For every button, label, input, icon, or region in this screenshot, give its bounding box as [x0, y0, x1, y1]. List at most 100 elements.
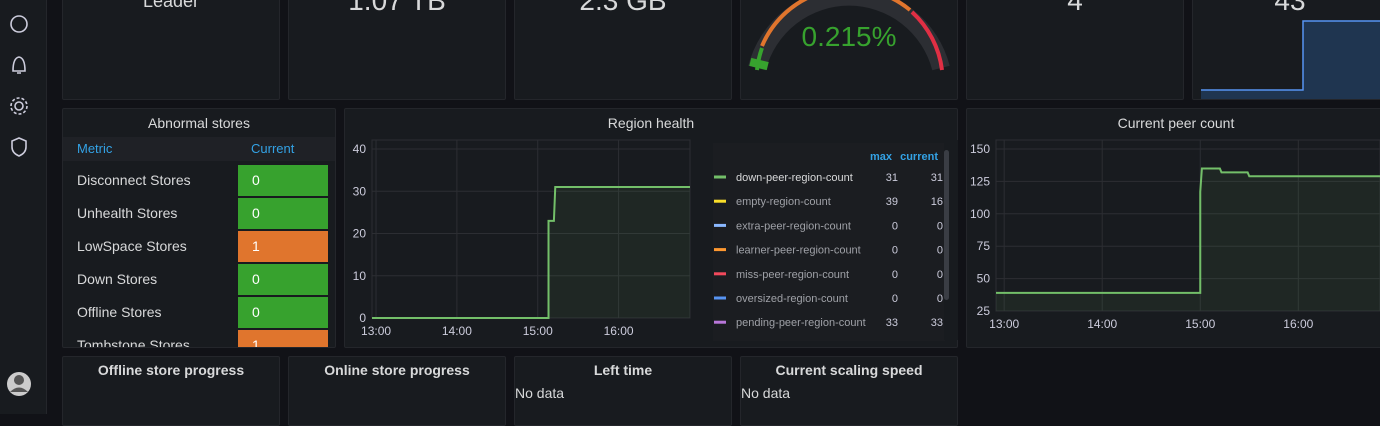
y-tick-label: 75: [977, 239, 991, 253]
stat-value: Leader: [142, 0, 200, 11]
series-line: [996, 167, 1380, 294]
x-tick-label: 14:00: [442, 324, 472, 338]
metric-name: Unhealth Stores: [77, 205, 178, 221]
y-tick-label: 50: [977, 272, 991, 286]
legend-header: current: [900, 151, 938, 163]
column-header[interactable]: Current: [251, 141, 295, 156]
legend-name: learner-peer-region-count: [736, 245, 861, 257]
alert-icon[interactable]: [12, 56, 26, 74]
stat-panel: 1.07 TB: [288, 0, 506, 100]
legend-max: 33: [886, 317, 898, 329]
series-line: [372, 186, 690, 319]
stat-panel: 2.3 GB: [514, 0, 732, 100]
panel-title[interactable]: Left time: [593, 362, 653, 378]
legend-name: empty-region-count: [736, 196, 831, 208]
legend-swatch: [714, 199, 726, 203]
x-tick-label: 13:00: [361, 324, 391, 338]
legend-name: down-peer-region-count: [736, 172, 853, 184]
gauge: [748, 0, 950, 71]
abnormal-stores-panel: Abnormal stores Metric Current Disconnec…: [62, 108, 336, 348]
table-header: [63, 137, 335, 161]
legend-max: 39: [886, 196, 898, 208]
legend-max: 0: [892, 220, 898, 232]
line-area: [996, 168, 1380, 311]
stat-value: 4: [1067, 0, 1083, 16]
metric-name: LowSpace Stores: [77, 238, 187, 254]
legend-name: pending-peer-region-count: [736, 317, 866, 329]
stat-value: 2.3 GB: [579, 0, 667, 16]
panel-title[interactable]: Abnormal stores: [148, 115, 250, 131]
stat-value: 43: [1274, 0, 1306, 16]
column-header[interactable]: Metric: [77, 141, 113, 156]
metric-name: Offline Stores: [77, 304, 162, 320]
sidebar-icons: [7, 15, 31, 396]
legend-current: 33: [931, 317, 943, 329]
legend-name: miss-peer-region-count: [736, 269, 849, 281]
status-cell: 0: [238, 198, 328, 229]
legend-swatch: [714, 320, 726, 324]
no-data: No data: [515, 385, 565, 401]
status-value: 1: [252, 337, 260, 348]
status-value: 1: [252, 238, 260, 254]
stat-panel: 0.215%: [740, 0, 958, 100]
line-area: [372, 187, 690, 318]
y-tick-label: 30: [353, 184, 367, 198]
legend-swatch: [714, 175, 726, 179]
legend-current: 16: [931, 196, 943, 208]
x-tick-label: 16:00: [1283, 317, 1313, 331]
panel-title[interactable]: Region health: [607, 115, 695, 131]
status-cell: 0: [238, 165, 328, 196]
legend-swatch: [714, 248, 726, 252]
legend-swatch: [714, 223, 726, 227]
legend-current: 0: [937, 293, 943, 305]
no-data: No data: [741, 385, 791, 401]
shield-icon[interactable]: [11, 137, 27, 157]
status-cell: 0: [238, 297, 328, 328]
y-tick-label: 100: [970, 207, 990, 221]
legend-swatch: [714, 296, 726, 300]
stat-value: 0.215%: [801, 21, 897, 52]
legend-max: 0: [892, 293, 898, 305]
metric-name: Down Stores: [77, 271, 158, 287]
y-tick-label: 150: [970, 142, 990, 156]
legend-max: 0: [892, 269, 898, 281]
x-tick-label: 15:00: [1185, 317, 1215, 331]
legend: [713, 143, 945, 341]
panel-title[interactable]: Current scaling speed: [775, 362, 923, 378]
gauge-decor: [740, 0, 958, 100]
legend-header: max: [870, 151, 893, 163]
legend-current: 31: [931, 172, 943, 184]
panel-title[interactable]: Current peer count: [1117, 115, 1235, 131]
y-tick-label: 0: [359, 311, 366, 325]
scrollbar: [944, 150, 949, 300]
explore-icon[interactable]: [10, 15, 28, 33]
y-tick-label: 25: [977, 304, 991, 318]
stat-panel: 4: [966, 0, 1184, 100]
status-value: 0: [252, 304, 260, 320]
legend-swatch: [714, 272, 726, 276]
x-tick-label: 14:00: [1087, 317, 1117, 331]
charts: 0 10 20 30 40 13:00 14:00 15:00 16:00 25 50 75 100 12…: [353, 139, 1380, 340]
y-tick-label: 10: [353, 269, 367, 283]
status-cell: 1: [238, 231, 328, 262]
stat-panel: Leader: [62, 0, 280, 100]
x-tick-label: 16:00: [604, 324, 634, 338]
legend-current: 0: [937, 269, 943, 281]
status-cell: 0: [238, 264, 328, 295]
panel-title[interactable]: Offline store progress: [97, 362, 245, 378]
peer-count-panel: Current peer count: [966, 108, 1380, 348]
settings-icon[interactable]: [14, 101, 24, 111]
status-value: 0: [252, 172, 260, 188]
legend-current: 0: [937, 245, 943, 257]
sparkline: [1201, 20, 1380, 99]
y-tick-label: 125: [970, 174, 990, 188]
panel-title[interactable]: Online store progress: [324, 362, 470, 378]
status-value: 0: [252, 271, 260, 287]
sidebar: [0, 0, 47, 414]
x-tick-label: 15:00: [523, 324, 553, 338]
legend-name: extra-peer-region-count: [736, 220, 851, 232]
legend-current: 0: [937, 220, 943, 232]
status-cell: 1: [238, 330, 328, 348]
status-value: 0: [252, 205, 260, 221]
